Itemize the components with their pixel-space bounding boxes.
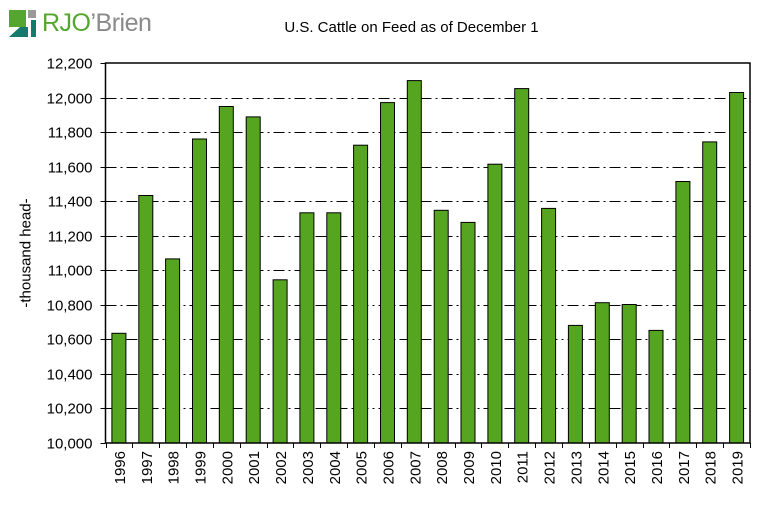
x-tick-label: 2011 <box>515 451 532 483</box>
bar-2014 <box>594 302 610 444</box>
bar-2006 <box>380 102 395 444</box>
bar-1997 <box>138 195 154 444</box>
x-tick-label: 2016 <box>649 451 666 484</box>
y-tick-label: 10,000 <box>47 436 93 453</box>
x-tick-label: 2012 <box>542 451 559 484</box>
y-tick-label: 12,000 <box>47 91 93 108</box>
bar-2004 <box>326 212 342 444</box>
y-tick-label: 12,200 <box>47 56 93 73</box>
bar-2008 <box>433 209 449 444</box>
y-tick-label: 11,000 <box>48 263 93 280</box>
axes <box>104 62 751 444</box>
bars <box>111 80 745 444</box>
logo-rjo: RJO <box>42 9 91 37</box>
bar-2017 <box>675 181 691 444</box>
bar-2003 <box>299 212 315 444</box>
x-tick-label: 2006 <box>381 451 398 484</box>
y-tick-label: 11,800 <box>48 125 93 142</box>
x-tick-label: 2017 <box>676 451 693 484</box>
logo-mark-icon <box>9 10 36 37</box>
bar-2000 <box>218 106 234 444</box>
x-tick-label: 2007 <box>407 451 424 484</box>
gridlines <box>105 98 750 409</box>
x-tick-label: 2004 <box>327 451 344 484</box>
y-tick-label: 11,600 <box>48 160 93 177</box>
x-tick-label: 1996 <box>112 451 129 484</box>
x-tick-label: 2019 <box>730 451 747 484</box>
bar-2016 <box>648 329 664 444</box>
bar-2002 <box>272 279 288 444</box>
x-tick-label: 2009 <box>461 451 478 484</box>
x-tick-label: 2018 <box>703 451 720 484</box>
x-ticks: 1996 1997 1998 1999 2000 2001 2002 2003 2004 2005… <box>106 443 751 484</box>
x-tick-label: 2001 <box>246 451 263 484</box>
y-tick-label: 11,200 <box>48 229 93 246</box>
bar-2019 <box>729 92 745 444</box>
y-ticks: 10,000 10,200 10,400 10,600 10,800 11,000 11,2… <box>47 56 106 453</box>
x-tick-label: 2015 <box>622 451 639 484</box>
bar-2001 <box>245 116 261 444</box>
bar-1998 <box>165 258 181 444</box>
rjobrien-logo: RJO’Brien <box>8 8 152 38</box>
y-tick-label: 10,800 <box>47 298 93 315</box>
x-tick-label: 1999 <box>193 451 210 484</box>
x-tick-label: 2002 <box>273 451 290 484</box>
x-tick-label: 2013 <box>568 451 585 484</box>
y-tick-label: 11,400 <box>48 194 93 211</box>
chart-title: U.S. Cattle on Feed as of December 1 <box>284 19 539 36</box>
x-tick-label: 2010 <box>488 451 505 484</box>
logo-text: RJO’Brien <box>42 8 152 38</box>
x-tick-label: 2000 <box>219 451 236 484</box>
y-tick-label: 10,200 <box>47 401 93 418</box>
bar-1996 <box>111 332 127 444</box>
x-tick-label: 2003 <box>300 451 317 484</box>
y-tick-label: 10,600 <box>47 332 93 349</box>
bar-2005 <box>353 144 369 444</box>
x-tick-label: 2008 <box>434 451 451 484</box>
bar-2010 <box>487 163 503 444</box>
y-tick-label: 10,400 <box>47 367 93 384</box>
bar-2012 <box>541 207 557 444</box>
bar-1999 <box>192 138 207 444</box>
x-tick-label: 1997 <box>139 451 156 484</box>
bar-2013 <box>567 324 583 444</box>
plot-frame <box>104 62 751 444</box>
logo-brien: ’Brien <box>90 9 152 37</box>
bar-2011 <box>514 88 530 444</box>
bar-2009 <box>460 221 476 444</box>
x-tick-label: 2005 <box>354 451 371 484</box>
bar-2015 <box>621 304 637 444</box>
x-tick-label: 2014 <box>595 451 612 484</box>
x-tick-label: 1998 <box>166 451 183 484</box>
bar-2007 <box>406 80 422 444</box>
bar-2018 <box>702 141 718 444</box>
